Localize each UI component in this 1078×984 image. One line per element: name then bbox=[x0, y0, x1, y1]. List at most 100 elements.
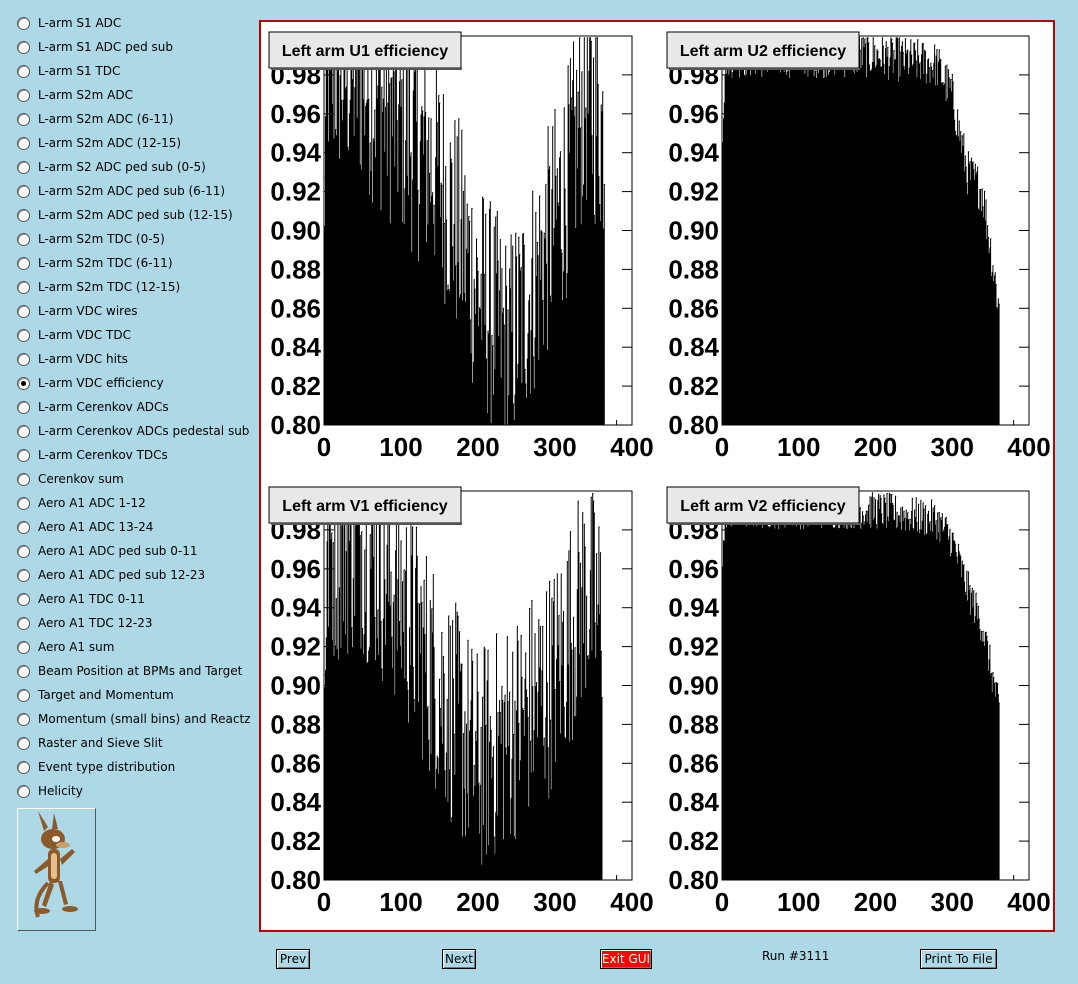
prev-button[interactable]: Prev bbox=[276, 949, 310, 969]
x-tick-label: 200 bbox=[854, 432, 897, 462]
radio-button[interactable] bbox=[17, 208, 30, 222]
x-tick-label: 0 bbox=[317, 887, 331, 917]
radio-item[interactable]: L-arm VDC hits bbox=[17, 349, 128, 369]
radio-item[interactable]: L-arm Cerenkov ADCs bbox=[17, 397, 169, 417]
radio-button[interactable] bbox=[17, 640, 30, 654]
radio-item[interactable]: L-arm S2m ADC (6-11) bbox=[17, 109, 173, 129]
radio-button[interactable] bbox=[17, 352, 30, 366]
radio-button[interactable] bbox=[17, 304, 30, 318]
coyote-icon bbox=[34, 811, 78, 918]
radio-button[interactable] bbox=[17, 184, 30, 198]
y-tick-label: 0.92 bbox=[270, 632, 321, 662]
radio-item[interactable]: L-arm S2m TDC (12-15) bbox=[17, 277, 180, 297]
radio-button[interactable] bbox=[17, 64, 30, 78]
y-tick-label: 0.96 bbox=[668, 99, 719, 129]
radio-item[interactable]: L-arm S2m ADC ped sub (12-15) bbox=[17, 205, 233, 225]
radio-item[interactable]: Aero A1 ADC ped sub 0-11 bbox=[17, 541, 197, 561]
y-tick-label: 0.92 bbox=[668, 632, 719, 662]
radio-item[interactable]: L-arm S2m ADC ped sub (6-11) bbox=[17, 181, 225, 201]
radio-item[interactable]: Aero A1 TDC 12-23 bbox=[17, 613, 153, 633]
radio-label: Aero A1 sum bbox=[38, 640, 115, 654]
exit-gui-button[interactable]: Exit GUI bbox=[600, 949, 652, 969]
y-tick-label: 0.80 bbox=[668, 410, 719, 440]
title-box bbox=[268, 31, 462, 69]
radio-item[interactable]: Aero A1 TDC 0-11 bbox=[17, 589, 145, 609]
efficiency-series bbox=[722, 492, 1000, 880]
y-tick-label: 0.84 bbox=[270, 332, 321, 362]
radio-button[interactable] bbox=[17, 400, 30, 414]
radio-item[interactable]: Momentum (small bins) and Reactz bbox=[17, 709, 250, 729]
radio-button-selected[interactable] bbox=[17, 376, 30, 390]
x-tick-label: 0 bbox=[317, 432, 331, 462]
radio-item[interactable]: L-arm S1 ADC bbox=[17, 13, 121, 33]
coyote-logo bbox=[17, 808, 96, 931]
radio-button[interactable] bbox=[17, 112, 30, 126]
radio-item[interactable]: L-arm S2m ADC (12-15) bbox=[17, 133, 181, 153]
radio-item[interactable]: Beam Position at BPMs and Target bbox=[17, 661, 242, 681]
radio-item[interactable]: Cerenkov sum bbox=[17, 469, 124, 489]
radio-button[interactable] bbox=[17, 616, 30, 630]
radio-button[interactable] bbox=[17, 520, 30, 534]
radio-button[interactable] bbox=[17, 448, 30, 462]
next-button[interactable]: Next bbox=[442, 949, 476, 969]
radio-button[interactable] bbox=[17, 280, 30, 294]
radio-button[interactable] bbox=[17, 232, 30, 246]
radio-button[interactable] bbox=[17, 256, 30, 270]
y-tick-label: 0.90 bbox=[668, 671, 719, 701]
x-tick-label: 0 bbox=[715, 432, 729, 462]
radio-button[interactable] bbox=[17, 40, 30, 54]
radio-button[interactable] bbox=[17, 88, 30, 102]
radio-button[interactable] bbox=[17, 760, 30, 774]
radio-button[interactable] bbox=[17, 592, 30, 606]
x-tick-label: 200 bbox=[456, 432, 499, 462]
radio-item[interactable]: Aero A1 sum bbox=[17, 637, 114, 657]
radio-label: L-arm S2m ADC ped sub (6-11) bbox=[38, 184, 226, 198]
radio-label: L-arm S2 ADC ped sub (0-5) bbox=[38, 160, 206, 174]
radio-item[interactable]: L-arm S2m TDC (0-5) bbox=[17, 229, 165, 249]
radio-item[interactable]: Aero A1 ADC 1-12 bbox=[17, 493, 146, 513]
radio-item[interactable]: L-arm S2 ADC ped sub (0-5) bbox=[17, 157, 206, 177]
radio-label: Beam Position at BPMs and Target bbox=[38, 664, 243, 678]
radio-label: L-arm S2m ADC bbox=[38, 88, 133, 102]
radio-item[interactable]: Raster and Sieve Slit bbox=[17, 733, 163, 753]
x-tick-label: 400 bbox=[1007, 432, 1050, 462]
x-tick-label: 300 bbox=[533, 887, 576, 917]
radio-button[interactable] bbox=[17, 160, 30, 174]
radio-button[interactable] bbox=[17, 688, 30, 702]
chart-panel: 0.800.820.840.860.880.900.920.940.960.98… bbox=[666, 486, 1051, 917]
radio-button[interactable] bbox=[17, 784, 30, 798]
radio-label: L-arm S1 ADC ped sub bbox=[38, 40, 173, 54]
radio-button[interactable] bbox=[17, 664, 30, 678]
radio-button[interactable] bbox=[17, 424, 30, 438]
print-to-file-button[interactable]: Print To File bbox=[920, 949, 997, 969]
y-tick-label: 0.92 bbox=[270, 177, 321, 207]
radio-button[interactable] bbox=[17, 136, 30, 150]
radio-item[interactable]: Aero A1 ADC 13-24 bbox=[17, 517, 153, 537]
radio-item[interactable]: L-arm S1 ADC ped sub bbox=[17, 37, 173, 57]
radio-button[interactable] bbox=[17, 472, 30, 486]
radio-button[interactable] bbox=[17, 16, 30, 30]
radio-button[interactable] bbox=[17, 496, 30, 510]
radio-item[interactable]: L-arm VDC efficiency bbox=[17, 373, 164, 393]
radio-item[interactable]: L-arm Cerenkov ADCs pedestal sub bbox=[17, 421, 249, 441]
x-tick-label: 100 bbox=[777, 887, 820, 917]
radio-label: L-arm Cerenkov ADCs bbox=[38, 400, 169, 414]
radio-item[interactable]: Event type distribution bbox=[17, 757, 175, 777]
radio-item[interactable]: L-arm S2m TDC (6-11) bbox=[17, 253, 173, 273]
y-tick-label: 0.82 bbox=[668, 826, 719, 856]
radio-button[interactable] bbox=[17, 328, 30, 342]
radio-item[interactable]: Target and Momentum bbox=[17, 685, 174, 705]
radio-item[interactable]: L-arm S1 TDC bbox=[17, 61, 120, 81]
radio-button[interactable] bbox=[17, 544, 30, 558]
radio-item[interactable]: Helicity bbox=[17, 781, 83, 801]
y-tick-label: 0.88 bbox=[270, 254, 321, 284]
radio-item[interactable]: Aero A1 ADC ped sub 12-23 bbox=[17, 565, 205, 585]
radio-item[interactable]: L-arm VDC TDC bbox=[17, 325, 131, 345]
radio-item[interactable]: L-arm Cerenkov TDCs bbox=[17, 445, 168, 465]
radio-button[interactable] bbox=[17, 712, 30, 726]
radio-item[interactable]: L-arm S2m ADC bbox=[17, 85, 133, 105]
radio-button[interactable] bbox=[17, 568, 30, 582]
radio-button[interactable] bbox=[17, 736, 30, 750]
x-tick-label: 400 bbox=[1007, 887, 1050, 917]
radio-item[interactable]: L-arm VDC wires bbox=[17, 301, 137, 321]
